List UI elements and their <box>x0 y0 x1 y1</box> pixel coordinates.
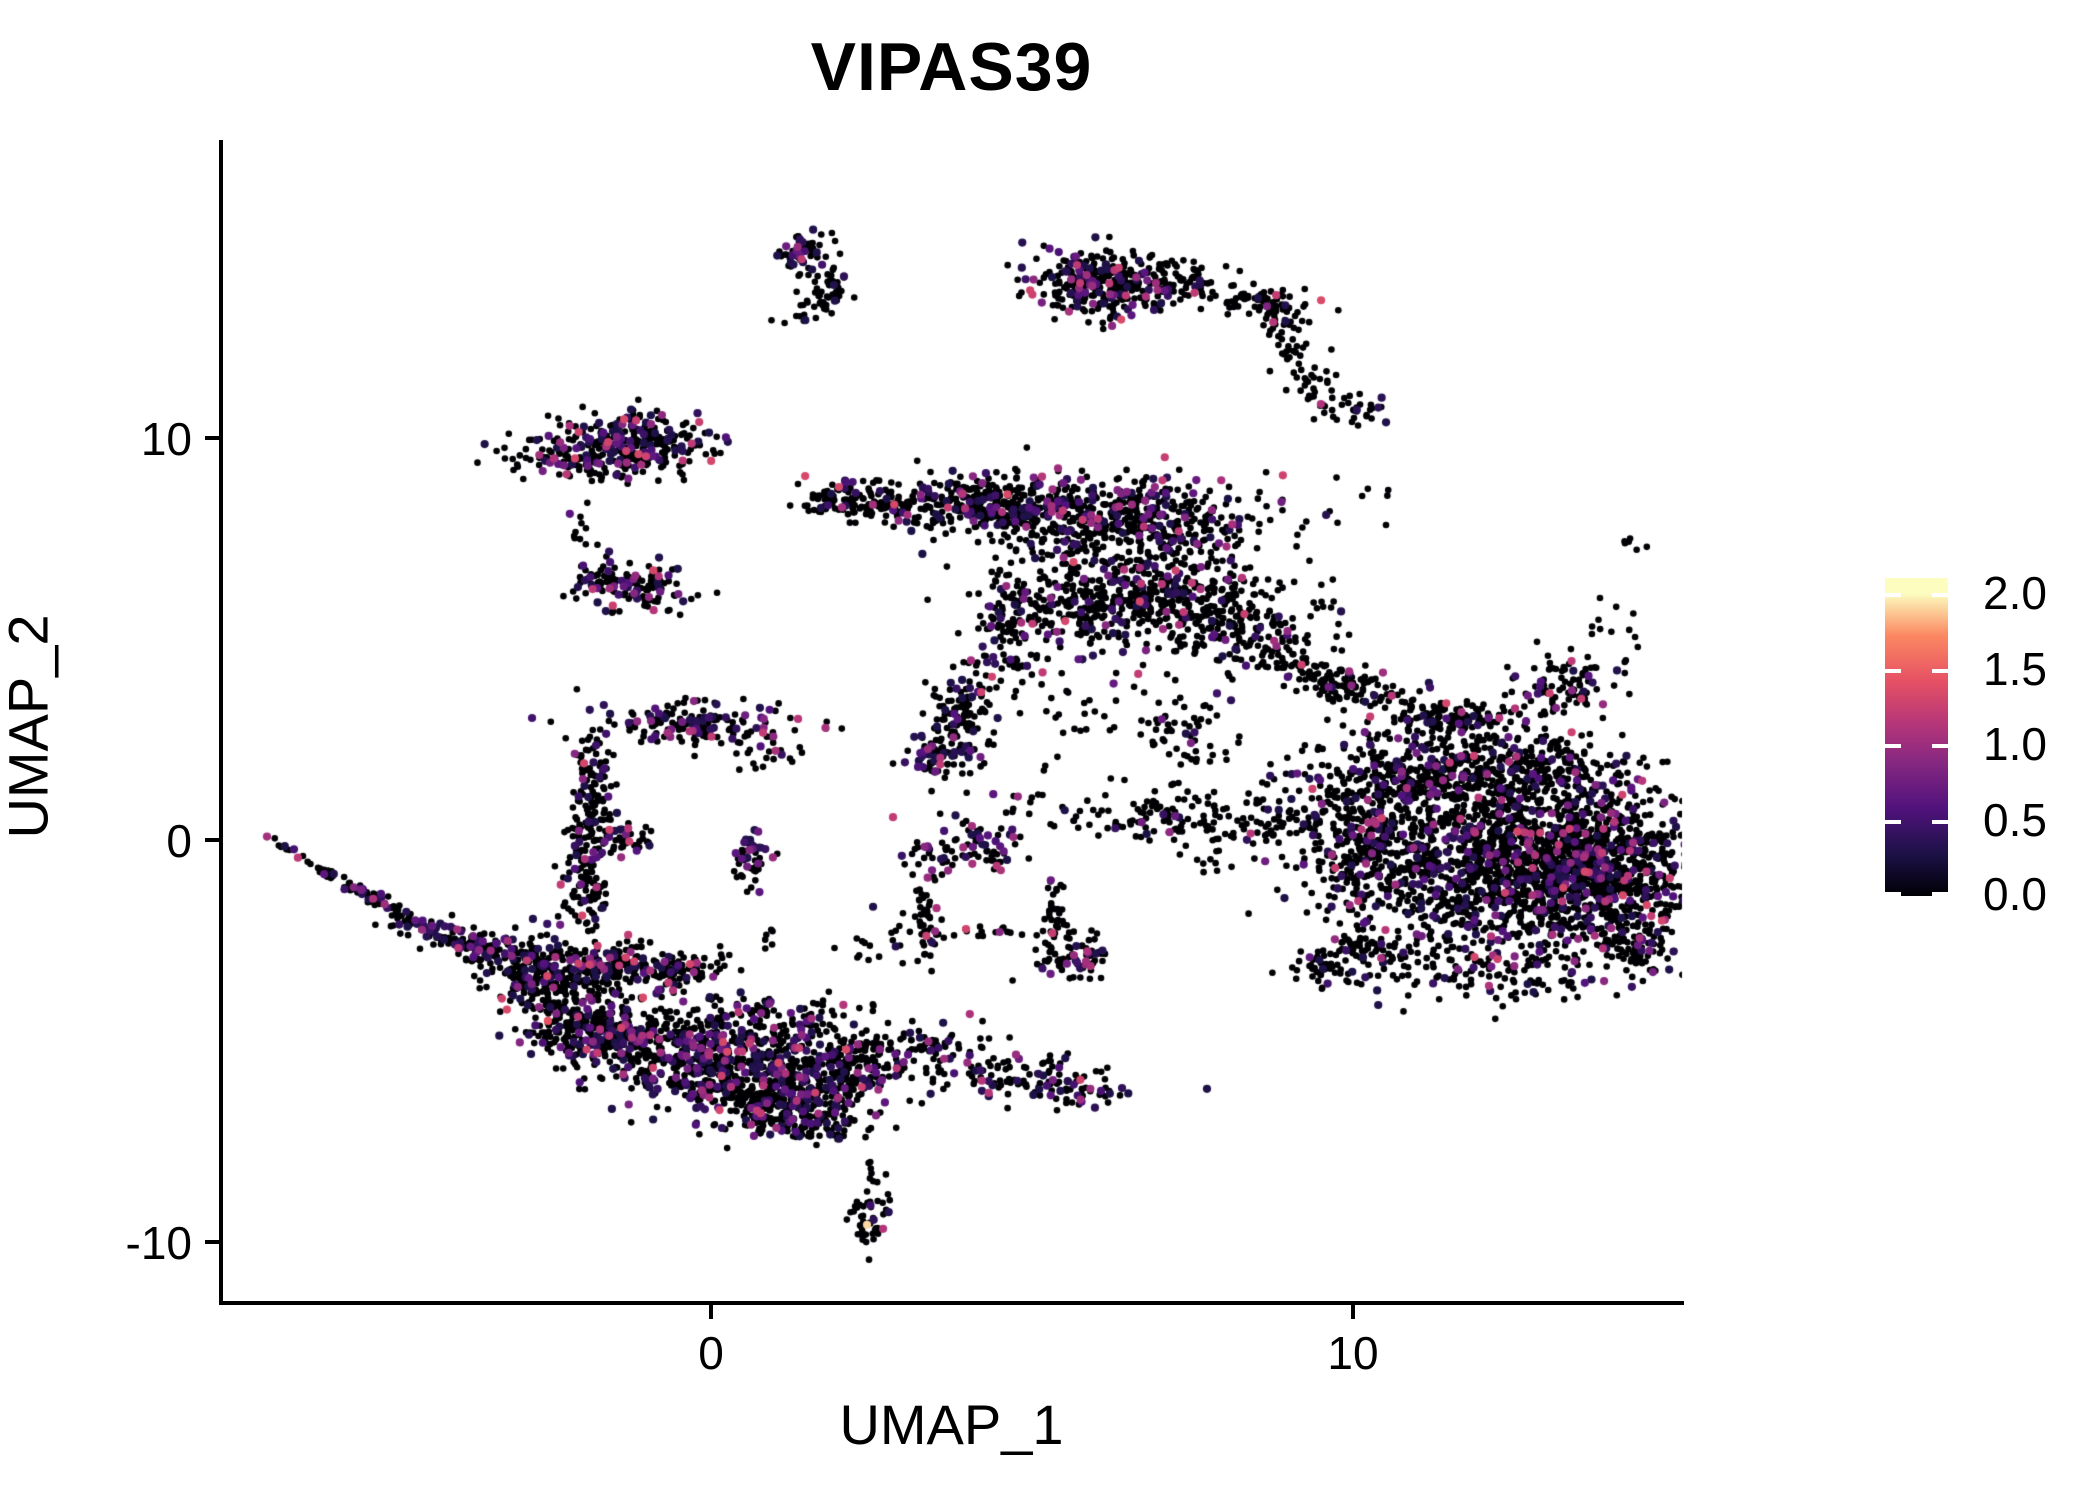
colorbar-label-1.5: 1.5 <box>1983 643 2047 695</box>
colorbar-label-0.0: 0.0 <box>1983 868 2047 920</box>
colorbar-tick-1.5-left <box>1885 669 1901 673</box>
colorbar-tick-1.0-right <box>1932 744 1948 748</box>
y-tick-label-neg10: -10 <box>125 1217 192 1269</box>
y-tick-label-0: 0 <box>166 815 192 867</box>
y-tick-mark-10 <box>205 436 219 440</box>
colorbar-tick-1.5-right <box>1932 669 1948 673</box>
colorbar-tick-2.0-left <box>1885 593 1901 597</box>
y-tick-label-10: 10 <box>140 413 192 465</box>
y-axis-line <box>219 140 223 1304</box>
y-tick-mark-neg10 <box>205 1240 219 1244</box>
colorbar-tick-2.0-right <box>1932 593 1948 597</box>
plot-title: VIPAS39 <box>810 29 1093 105</box>
colorbar-tick-0.5-right <box>1932 820 1948 824</box>
x-axis-line <box>219 1301 1684 1305</box>
colorbar-gradient <box>1885 578 1948 896</box>
colorbar-tick-0.0-left <box>1885 892 1901 896</box>
x-tick-mark-10 <box>1351 1305 1355 1319</box>
x-axis-title: UMAP_1 <box>839 1393 1064 1456</box>
y-axis-title: UMAP_2 <box>0 614 60 839</box>
colorbar-tick-1.0-left <box>1885 744 1901 748</box>
colorbar-tick-0.5-left <box>1885 820 1901 824</box>
x-tick-mark-0 <box>709 1305 713 1319</box>
colorbar-tick-0.0-right <box>1932 892 1948 896</box>
x-tick-label-0: 0 <box>698 1327 724 1379</box>
colorbar-label-2.0: 2.0 <box>1983 567 2047 619</box>
x-tick-label-10: 10 <box>1327 1327 1379 1379</box>
colorbar-label-0.5: 0.5 <box>1983 794 2047 846</box>
colorbar-legend <box>1885 578 1948 896</box>
y-tick-mark-0 <box>205 838 219 842</box>
colorbar-label-1.0: 1.0 <box>1983 718 2047 770</box>
